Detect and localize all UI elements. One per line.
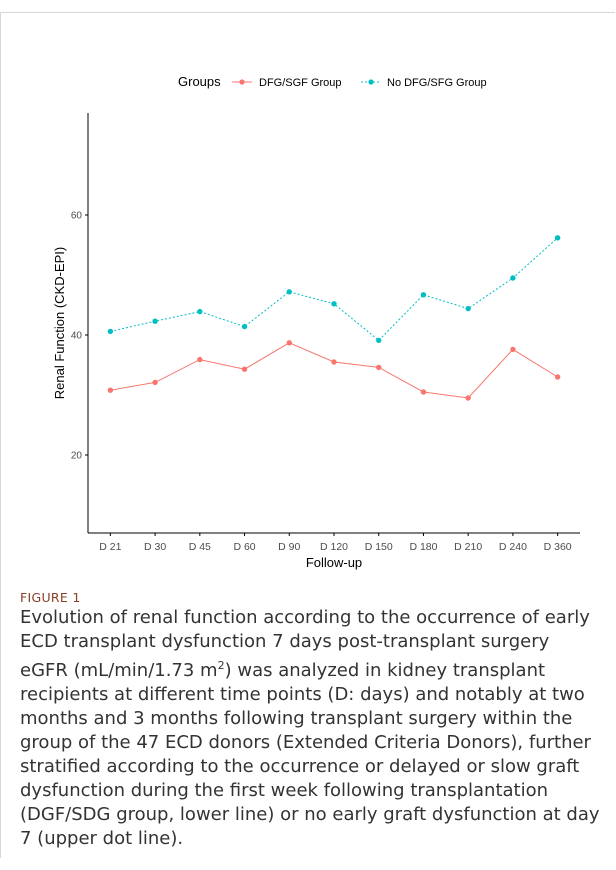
caption-text-2: ) was analyzed in kidney transplant reci… (20, 660, 600, 849)
caption-text-1: Evolution of renal function according to… (20, 607, 590, 681)
series-2-point (554, 235, 561, 241)
series-2-point (465, 305, 471, 312)
series-1-point (420, 389, 427, 395)
series-1-point (286, 340, 292, 346)
x-tick-label: D 120 (320, 541, 348, 553)
series-2-point (241, 323, 248, 330)
series-2-point (510, 275, 516, 281)
caption-superscript: 2 (217, 659, 225, 672)
x-tick-label: D 150 (365, 541, 393, 553)
x-tick-label: D 90 (278, 541, 300, 553)
x-tick-label: D 240 (499, 541, 527, 553)
series-1-point (465, 395, 471, 401)
legend-label-2: No DFG/SFG Group (387, 77, 487, 89)
y-tick-label: 60 (71, 211, 83, 222)
series-line-2 (110, 237, 558, 342)
line-chart: Groups DFG/SGF Group No DFG/SFG Group 20… (52, 74, 580, 570)
x-tick-label: D 210 (454, 541, 482, 553)
series-1-point (152, 379, 158, 386)
legend-swatch-point-1 (239, 79, 245, 85)
series-2-point (331, 301, 337, 307)
series-1-point (107, 387, 114, 393)
series-2-point (152, 318, 158, 324)
x-tick-label: D 360 (544, 541, 572, 553)
series-1-point (241, 366, 248, 372)
series-1-point (554, 374, 561, 380)
y-axis-label: Renal Function (CKD-EPI) (52, 247, 67, 399)
series-2-point (197, 308, 203, 315)
legend: Groups DFG/SGF Group No DFG/SFG Group (178, 74, 487, 89)
legend-title: Groups (178, 74, 221, 89)
x-tick-label: D 30 (144, 541, 166, 553)
figure-frame (0, 12, 615, 858)
series-1-point (331, 359, 337, 365)
figure-label: FIGURE 1 (20, 590, 81, 605)
series-2-point (376, 337, 382, 344)
series-line-1 (110, 342, 558, 399)
x-tick-label: D 21 (99, 541, 121, 553)
series-layer (107, 235, 561, 401)
y-tick-label: 20 (71, 451, 83, 462)
series-1-point (376, 364, 382, 371)
x-tick-label: D 60 (233, 541, 255, 553)
y-ticks: 20 40 60 (71, 211, 88, 462)
x-ticks: D 21 D 30 D 45 D 60 D 90 D 120 D 150 D 180 D 210… (99, 533, 572, 553)
legend-swatch-point-2 (368, 79, 374, 85)
series-2-point (286, 289, 292, 295)
legend-label-1: DFG/SGF Group (259, 77, 342, 89)
series-2-point (107, 328, 114, 335)
x-tick-label: D 45 (189, 541, 211, 553)
series-2-point (420, 292, 427, 298)
y-tick-label: 40 (71, 331, 83, 342)
x-axis-label: Follow-up (306, 555, 362, 570)
x-tick-label: D 180 (409, 541, 437, 553)
series-1-point (510, 346, 516, 353)
figure-caption: Evolution of renal function according to… (20, 606, 600, 851)
series-1-point (197, 356, 203, 363)
